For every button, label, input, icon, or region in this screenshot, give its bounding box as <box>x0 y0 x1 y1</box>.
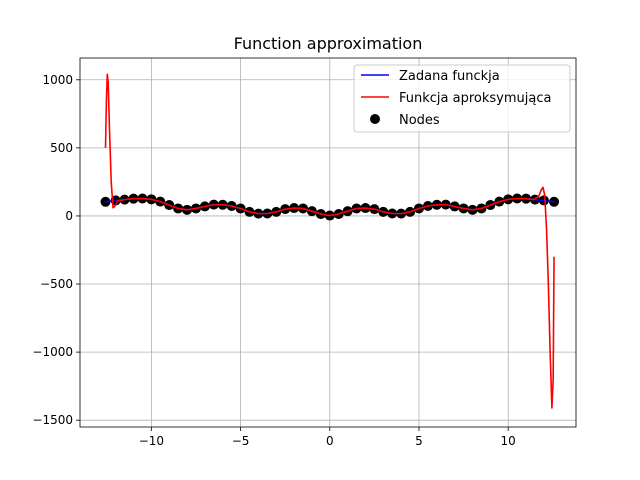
axes-frame <box>79 57 577 428</box>
legend-label-nodes: Nodes <box>399 113 440 128</box>
y-tick-label: −1000 <box>32 345 73 359</box>
legend-label-zadana: Zadana funckja <box>399 69 500 84</box>
series-line-aproksymujaca <box>104 73 555 409</box>
legend-box <box>353 64 571 133</box>
series-layer <box>100 73 560 409</box>
plot-area <box>100 73 560 409</box>
legend-marker-nodes <box>370 114 380 124</box>
x-tick-label: 0 <box>326 434 334 448</box>
y-tick-label: −500 <box>40 277 73 291</box>
chart-title: Function approximation <box>234 34 423 53</box>
node-point <box>549 196 560 207</box>
legend-label-aproksymujaca: Funkcja aproksymująca <box>399 91 551 106</box>
y-tick-label: 0 <box>65 209 73 223</box>
x-tick-label: −5 <box>232 434 250 448</box>
y-tick-label: 1000 <box>42 73 73 87</box>
legend: Zadana funckja Funkcja aproksymująca Nod… <box>353 64 571 133</box>
y-tick-label: 500 <box>50 141 73 155</box>
x-tick-label: 5 <box>415 434 423 448</box>
ticks: −10 −5 0 5 10 −1500 −1000 −500 0 500 1000 <box>32 73 515 448</box>
y-tick-label: −1500 <box>32 413 73 427</box>
x-tick-label: −10 <box>139 434 164 448</box>
x-tick-label: 10 <box>501 434 516 448</box>
